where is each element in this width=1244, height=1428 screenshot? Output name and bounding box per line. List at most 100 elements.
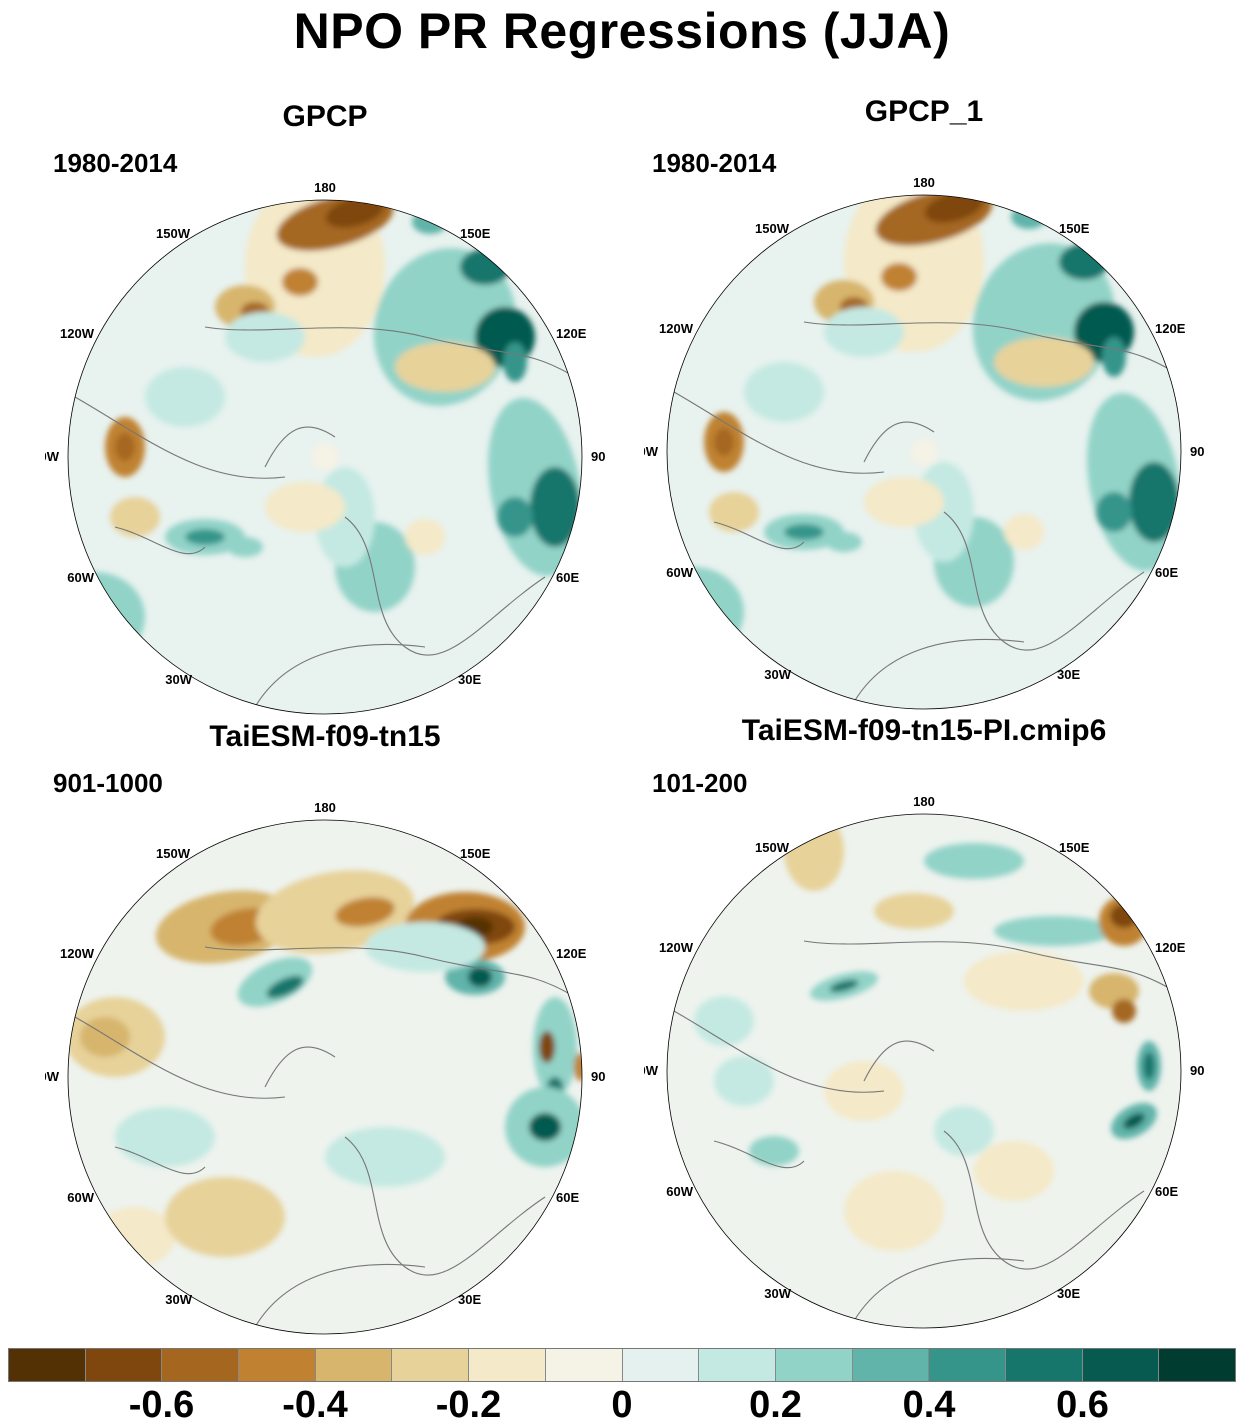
- coastline-segment: [254, 644, 426, 708]
- longitude-label: 120E: [556, 946, 587, 961]
- coastline-segment: [943, 1130, 1145, 1270]
- longitude-label: 120W: [659, 940, 694, 955]
- colorbar-box: [852, 1349, 930, 1381]
- precip-field: [68, 200, 582, 662]
- longitude-label: 180: [314, 180, 336, 195]
- longitude-label: 30W: [764, 667, 791, 682]
- precip-anomaly-contour: [714, 428, 734, 456]
- panel-title: TaiESM-f09-tn15: [209, 720, 441, 753]
- colorbar-tick-label: 0.6: [1056, 1384, 1109, 1426]
- precip-anomaly-contour: [749, 1136, 799, 1166]
- polar-map: 180150E120E90E60E30E030W60W90W120W150W: [644, 175, 1204, 710]
- longitude-label: 90E: [1190, 1063, 1204, 1078]
- precip-anomaly-contour: [829, 979, 859, 993]
- longitude-label: 120W: [60, 326, 95, 341]
- precip-anomaly-contour: [115, 1107, 215, 1167]
- precip-anomaly-contour: [1129, 462, 1179, 542]
- map-panel-taiesm: TaiESM-f09-tn15 901-1000 180 150E 120E 90E 6…: [45, 720, 605, 1340]
- coastline-segment: [74, 1016, 286, 1099]
- coastline-segment: [863, 1040, 935, 1082]
- precip-anomaly-contour: [1110, 904, 1138, 928]
- longitude-label: 30E: [458, 672, 481, 687]
- longitude-label: 150E: [460, 846, 491, 861]
- precip-anomaly-contour: [325, 1127, 445, 1187]
- longitude-label: 150E: [1059, 221, 1090, 236]
- precip-anomaly-contour: [1123, 1113, 1145, 1129]
- longitude-label: 60E: [1155, 565, 1178, 580]
- longitude-label: 180: [913, 794, 935, 809]
- precip-anomaly-contour: [1096, 492, 1132, 532]
- precip-anomaly-contour: [530, 467, 580, 547]
- coastline-segment: [803, 321, 1175, 373]
- colorbar-box: [239, 1349, 316, 1381]
- precip-anomaly-contour: [503, 342, 527, 382]
- longitude-label: 150W: [156, 226, 191, 241]
- precip-anomaly-contour: [265, 482, 345, 532]
- panel-title: TaiESM-f09-tn15-PI.cmip6: [741, 714, 1107, 747]
- precip-anomaly-contour: [1143, 1052, 1155, 1080]
- precip-anomaly-contour: [68, 572, 145, 662]
- precip-anomaly-contour: [974, 1141, 1054, 1201]
- colorbar-tick-label: -0.6: [128, 1384, 195, 1426]
- longitude-label: 60E: [556, 570, 579, 585]
- precip-anomaly-contour: [539, 1031, 555, 1063]
- precip-anomaly-contour: [365, 922, 485, 972]
- coastline-segment: [713, 1140, 805, 1169]
- longitude-label: 60W: [666, 565, 693, 580]
- precip-anomaly-contour: [282, 268, 318, 296]
- longitude-label: 150E: [460, 226, 491, 241]
- precip-anomaly-contour: [574, 1053, 582, 1081]
- coastline-segment: [204, 946, 576, 998]
- colorbar-tick-label: 0.4: [902, 1384, 956, 1426]
- longitude-label: 180: [314, 800, 336, 815]
- longitude-label: 90E: [591, 449, 605, 464]
- precip-anomaly-contour: [824, 307, 904, 357]
- precip-anomaly-contour: [864, 477, 944, 527]
- longitude-label: 90E: [1190, 444, 1204, 459]
- longitude-label: 60E: [1155, 1184, 1178, 1199]
- longitude-label: 90W: [45, 449, 60, 464]
- colorbar-box: [929, 1349, 1006, 1381]
- coastlines: [673, 321, 1175, 703]
- colorbar-box: [162, 1349, 240, 1381]
- longitude-label: 60W: [67, 1190, 94, 1205]
- longitude-label: 30W: [764, 1286, 791, 1301]
- precip-anomaly-contour: [227, 537, 263, 557]
- coastline-segment: [713, 521, 805, 550]
- colorbar-box: [85, 1349, 163, 1381]
- coastline-segment: [853, 639, 1025, 703]
- colorbar-box: [699, 1349, 776, 1381]
- coastline-segment: [264, 1046, 336, 1088]
- coastline-segment: [204, 326, 576, 378]
- coastline-segment: [74, 396, 286, 479]
- polar-map: 180150E120E90E60E30E030W60W90W120W150W: [45, 800, 605, 1335]
- longitude-label: 150E: [1059, 840, 1090, 855]
- longitude-label: 60W: [67, 570, 94, 585]
- map-boundary: [666, 813, 1182, 1329]
- colorbar-box: [315, 1349, 393, 1381]
- coastline-segment: [673, 391, 885, 474]
- longitude-label: 90W: [45, 1069, 60, 1084]
- precip-anomaly-contour: [335, 897, 395, 927]
- longitude-label: 30W: [165, 672, 192, 687]
- longitude-label: 150W: [755, 840, 790, 855]
- precip-anomaly-contour: [994, 337, 1094, 387]
- precip-anomaly-contour: [1059, 244, 1109, 280]
- longitude-label: 120E: [1155, 940, 1186, 955]
- coastline-segment: [673, 1010, 885, 1093]
- map-panel-gpcp-1: GPCP_1 1980-2014 180150E120E90E60E30E030…: [644, 95, 1204, 715]
- coastline-segment: [264, 426, 336, 468]
- precip-anomaly-contour: [185, 529, 225, 545]
- precip-anomaly-contour: [110, 497, 160, 537]
- precip-anomaly-contour: [694, 996, 754, 1046]
- precip-anomaly-contour: [1004, 514, 1044, 550]
- precip-anomaly-contour: [225, 312, 305, 362]
- precip-anomaly-contour: [1102, 337, 1126, 377]
- precip-anomaly-contour: [529, 1113, 561, 1141]
- precip-anomaly-contour: [709, 492, 759, 532]
- colorbar-box: [392, 1349, 470, 1381]
- precip-anomaly-contour: [874, 893, 954, 929]
- map-boundary: [666, 194, 1182, 710]
- colorbar-box: [469, 1349, 546, 1381]
- colorbar-box: [9, 1349, 86, 1381]
